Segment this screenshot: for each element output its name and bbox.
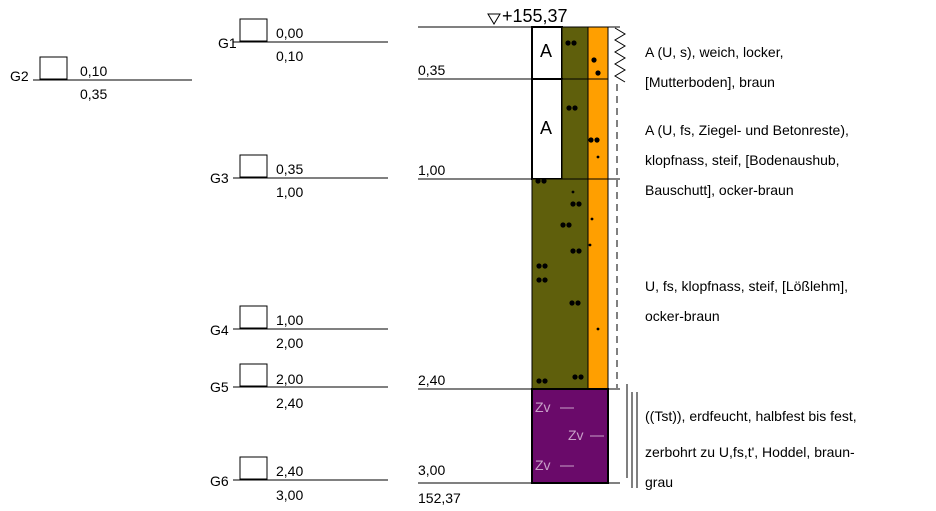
layer-3-desc-line-2: ocker-braun	[645, 308, 720, 324]
elevation-bottom: 152,37	[418, 490, 461, 506]
layer-2-desc-line-2: klopfnass, steif, [Bodenaushub,	[645, 152, 840, 168]
layer-1-olive	[561, 26, 589, 80]
layer-2-symbol: A	[540, 118, 552, 138]
elevation-top: +155,37	[502, 6, 568, 26]
layer-3-desc-line-1: U, fs, klopfnass, steif, [Lößlehm],	[645, 278, 848, 294]
layer-2-desc-line-3: Bauschutt], ocker-braun	[645, 182, 794, 198]
sample-g6: G6 2,40 3,00	[210, 456, 388, 503]
layer-4-desc-line-2: zerbohrt zu U,fs,t', Hoddel, braun-	[645, 444, 855, 460]
sample-g3: G3 0,35 1,00	[210, 154, 388, 200]
sample-g6-to: 3,00	[276, 487, 303, 503]
sample-g5: G5 2,00 2,40	[210, 363, 388, 411]
sample-g3-from: 0,35	[276, 161, 303, 177]
layer-1-desc-line-1: A (U, s), weich, locker,	[645, 44, 783, 60]
sample-g1-from: 0,00	[276, 25, 303, 41]
sample-g2-box	[39, 56, 68, 80]
layer-depth-1: 0,35	[418, 62, 445, 78]
sample-g1-to: 0,10	[276, 48, 303, 64]
elevation-triangle-icon	[487, 13, 501, 25]
sample-g6-id: G6	[210, 473, 229, 489]
layer-depth-3: 2,40	[418, 372, 445, 388]
sample-g6-from: 2,40	[276, 463, 303, 479]
sample-g2-from: 0,10	[80, 63, 107, 79]
sample-g2-id: G2	[10, 68, 29, 84]
layer-2-olive	[561, 78, 589, 180]
sample-g4-box	[239, 305, 268, 329]
layer-1-symbol: A	[540, 41, 552, 61]
sample-g3-id: G3	[210, 170, 229, 186]
layer-2-orange	[587, 78, 609, 180]
sample-g2-to: 0,35	[80, 86, 107, 102]
wavy-line-icon	[614, 27, 626, 83]
sample-g4-to: 2,00	[276, 335, 303, 351]
layer-3-orange	[587, 178, 609, 390]
sample-g5-box	[239, 363, 268, 387]
layer-3-olive	[531, 178, 589, 390]
sample-g4-id: G4	[210, 322, 229, 338]
sample-g1: G1 0,00 0,10	[218, 18, 388, 64]
layer-4-symbol-c: Zv	[535, 457, 551, 473]
layer-4-symbol-b: Zv	[568, 427, 584, 443]
sample-g3-box	[239, 154, 268, 178]
sample-g1-box	[239, 18, 268, 42]
sample-g4-from: 1,00	[276, 312, 303, 328]
sample-g5-from: 2,00	[276, 371, 303, 387]
sample-g6-box	[239, 456, 268, 480]
sample-g4: G4 1,00 2,00	[210, 305, 388, 351]
sample-g5-to: 2,40	[276, 395, 303, 411]
layer-depth-4: 3,00	[418, 462, 445, 478]
layer-1-desc-line-2: [Mutterboden], braun	[645, 74, 775, 90]
soil-dots	[535, 40, 601, 384]
layer-2-desc-line-1: A (U, fs, Ziegel- und Betonreste),	[645, 122, 849, 138]
sample-g1-id: G1	[218, 35, 237, 51]
sample-g3-to: 1,00	[276, 184, 303, 200]
sample-g5-id: G5	[210, 379, 229, 395]
layer-4-desc-line-1: ((Tst)), erdfeucht, halbfest bis fest,	[645, 408, 857, 424]
layer-4-symbol-a: Zv	[535, 399, 551, 415]
layer-depth-2: 1,00	[418, 162, 445, 178]
sample-g2: G2 0,10 0,35	[10, 56, 192, 102]
layer-4-desc-line-3: grau	[645, 474, 673, 490]
